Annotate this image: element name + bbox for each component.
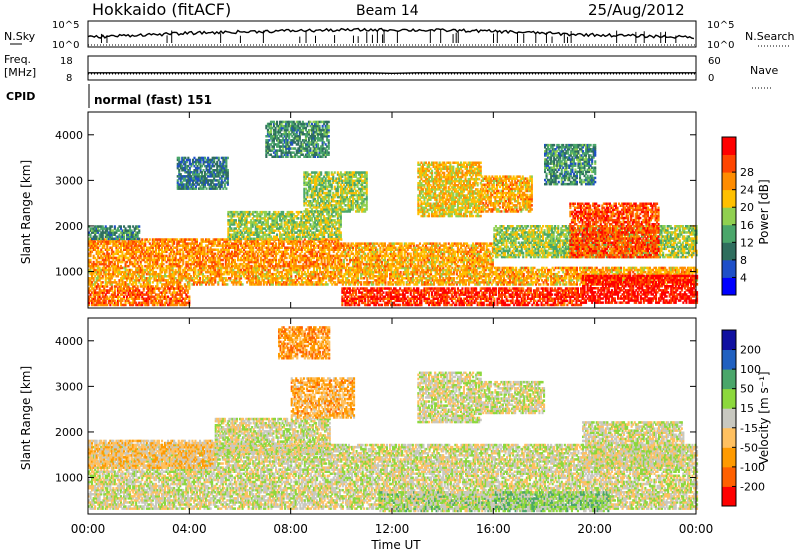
power-cell [184,283,186,286]
freq-series [88,73,696,74]
power-cell [533,267,535,270]
power-cell [234,259,236,262]
power-cell [527,267,529,270]
figure-canvas: Hokkaido (fitACF) Beam 14 25/Aug/2012 N.… [0,0,800,554]
power-cell [576,267,578,270]
power-region [88,238,342,267]
power-cell [558,271,560,274]
freq-line [88,73,696,74]
freq-unit-label: [MHz] [4,66,36,79]
nsky-tick-top: 10^5 [52,20,79,31]
power-region [341,287,583,306]
power-cell [340,259,342,262]
nave-label: Nave [750,64,778,77]
power-cell [565,281,567,284]
cpid-label: CPID [6,90,35,103]
power-cell [523,273,525,276]
power-cell [188,296,190,299]
beam-title: Beam 14 [356,3,419,19]
power-cell [90,259,92,262]
power-cell [102,281,104,284]
date-title: 25/Aug/2012 [588,1,685,19]
power-cell [140,283,142,286]
power-cell [539,283,541,286]
power-cell [515,267,517,270]
power-cell [327,283,329,286]
power-cell [97,283,99,286]
power-cell [226,283,228,286]
power-cell [251,265,253,268]
power-cell [360,281,362,284]
nave-tick-top: 60 [708,56,721,67]
nsky-line [88,29,694,39]
power-cell [163,263,165,266]
power-cell [403,281,405,284]
power-cell [400,271,402,274]
power-cell [453,277,455,280]
power-cell [498,267,500,270]
power-cell [286,257,288,260]
radar-summary-figure: Hokkaido (fitACF) Beam 14 25/Aug/2012 N.… [0,0,800,554]
nsearch-label: N.Search [745,30,795,43]
nsky-label: N.Sky [4,30,36,43]
power-cell [149,238,151,241]
power-region [88,285,190,306]
nave-tick-bottom: 0 [708,73,714,84]
power-cell [120,265,122,268]
power-cell [264,265,266,268]
freq-tick-top: 18 [60,56,73,67]
power-cell [242,283,244,286]
power-cell [141,265,143,268]
cpid-value: normal (fast) 151 [94,93,212,107]
nsky-series [88,29,696,46]
power-cell [199,277,201,280]
nsearch-tick-bottom: 10^0 [707,40,734,51]
power-cell [547,283,549,286]
freq-label: Freq. [4,53,31,66]
freq-tick-bottom: 8 [66,73,72,84]
power-cell [620,267,622,270]
power-cell [222,263,224,266]
freq-strip-frame [88,56,696,80]
power-cell [602,267,604,270]
power-cell [141,238,143,241]
power-cell [275,242,277,245]
station-title: Hokkaido (fitACF) [92,0,231,19]
power-cell [196,238,198,241]
nsky-tick-bottom: 10^0 [52,40,79,51]
nsearch-tick-top: 10^5 [707,20,734,31]
